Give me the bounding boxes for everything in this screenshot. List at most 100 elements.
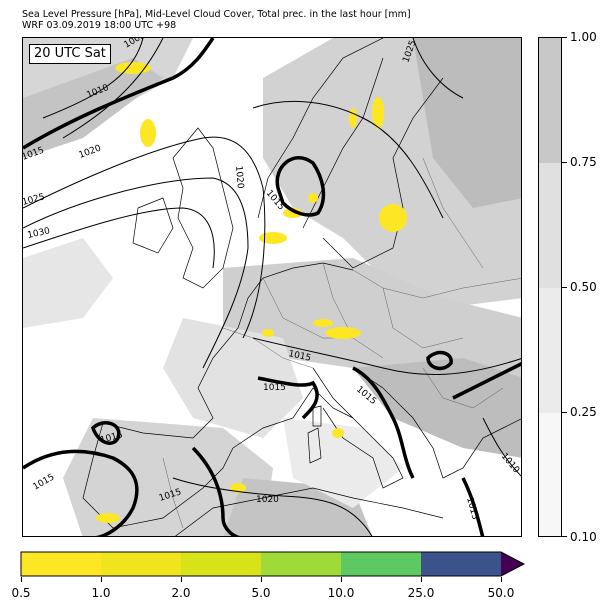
cloud-colorbar-tick	[562, 412, 567, 413]
precip-colorbar-label: 0.5	[11, 586, 31, 600]
precip-colorbar-label: 2.0	[171, 586, 191, 600]
precip-colorbar-segment	[261, 552, 341, 576]
isobar-1015-africa-thick	[23, 449, 139, 536]
coast-corsica	[312, 405, 322, 427]
isobar-1015-balkans-thick	[426, 350, 453, 371]
isobar-1020-atlantic	[23, 136, 266, 339]
coast-italy	[312, 367, 404, 489]
coast-sweden	[302, 57, 384, 229]
precip-atlantic-1	[115, 62, 151, 74]
precip-colorbar-outline	[20, 551, 526, 577]
precip-colorbar-segment	[21, 552, 101, 576]
cloud-colorbar-label: 0.10	[570, 530, 597, 544]
cloud-cover-atlantic-west	[23, 238, 113, 328]
cloud-colorbar-tick	[562, 536, 567, 537]
chart-title-line2: WRF 03.09.2019 18:00 UTC +98	[22, 20, 177, 31]
isobar-label: 1015	[263, 383, 286, 393]
isobars-thick	[23, 38, 521, 536]
cloud-cover-russia	[413, 38, 521, 208]
precip-colorbar-label: 5.0	[251, 586, 271, 600]
precip-spain	[96, 513, 120, 523]
isobar-1015-iberia-thick	[90, 421, 121, 445]
precip-colorbar-segment	[101, 552, 181, 576]
precip-colorbar-tick	[421, 577, 422, 582]
precip-colorbar-tick	[501, 577, 502, 582]
precip-alps-2	[313, 319, 333, 327]
chart-title-line1: Sea Level Pressure [hPa], Mid-Level Clou…	[22, 9, 411, 20]
cloud-colorbar-segment	[539, 413, 561, 536]
weather-map: 1005 1010 1015 1020 1025 1030 1020 1015 …	[22, 37, 522, 537]
isobar-1015-mid	[252, 337, 521, 376]
cloud-cover-balkans	[353, 358, 521, 458]
precip-colorbar-segment	[181, 552, 261, 576]
coast-baltic	[322, 77, 444, 269]
precip-colorbar-tick	[341, 577, 342, 582]
precip-colorbar-segment	[341, 552, 421, 576]
cloud-colorbar-segment	[539, 288, 561, 413]
isobar-label: 1015	[32, 472, 57, 492]
coast-balkans	[352, 367, 521, 479]
isobar-1025-north	[412, 38, 464, 99]
coast-norway	[257, 38, 384, 219]
precip-poland	[349, 108, 357, 128]
isobar-1005	[62, 38, 164, 139]
precip-colorbar-label: 50.0	[487, 586, 515, 600]
isobar-1015-southeast-thick	[461, 477, 485, 536]
cloud-cover-layer	[23, 38, 521, 536]
coast-british-isles	[172, 127, 234, 289]
isobar-1015-atlantic-thick	[23, 38, 215, 150]
cloud-colorbar-label: 0.25	[570, 405, 597, 419]
precip-norway-1	[259, 232, 287, 244]
coast-iberia-south	[82, 447, 234, 529]
precip-colorbar-label: 25.0	[407, 586, 435, 600]
isobar-label: 1025	[23, 192, 46, 208]
isobars-thin	[23, 38, 521, 536]
cloud-colorbar-tick	[562, 37, 567, 38]
isobar-label: 1015	[287, 349, 311, 364]
precip-colorbar-segment	[421, 552, 501, 576]
cloud-colorbar-label: 0.50	[570, 280, 597, 294]
isobar-1020-iberia	[172, 477, 373, 536]
isobar-1010	[42, 38, 144, 119]
cloud-cover-mediterranean	[283, 418, 403, 508]
precip-atlantic-2	[140, 119, 156, 147]
coast-ireland	[132, 197, 174, 254]
cloud-colorbar-segment	[539, 38, 561, 163]
isobar-1030	[23, 207, 215, 269]
isobar-1015-med-thick	[257, 376, 319, 420]
isobar-label: 1020	[233, 165, 245, 189]
precip-sweden	[372, 97, 384, 129]
precip-colorbar	[20, 551, 526, 577]
cloud-colorbar-segment	[539, 163, 561, 288]
precip-colorbar-label: 10.0	[327, 586, 355, 600]
precip-colorbar-extend	[501, 552, 524, 576]
precip-alps-3	[262, 329, 274, 337]
cloud-cover-colorbar	[538, 37, 562, 537]
isobar-1015-south-thick	[191, 446, 242, 536]
cloud-colorbar-tick	[562, 162, 567, 163]
precip-colorbar-tick	[181, 577, 182, 582]
isobar-label: 1020	[78, 143, 103, 160]
isobar-1025	[23, 177, 249, 369]
cloud-colorbar-label: 0.75	[570, 155, 597, 169]
coast-africa	[175, 487, 444, 536]
isobar-1015-central	[252, 101, 444, 219]
cloud-colorbar-label: 1.00	[570, 30, 597, 44]
precip-alps-1	[325, 327, 361, 339]
isobar-label: 1020	[256, 495, 279, 505]
precip-colorbar-tick	[101, 577, 102, 582]
precip-colorbar-tick	[21, 577, 22, 582]
map-canvas: 1005 1010 1015 1020 1025 1030 1020 1015 …	[23, 38, 521, 536]
isobar-1015-italy-thick	[352, 366, 415, 479]
isobar-label: 1030	[27, 226, 52, 241]
isobar-1015-scandinavia-thick	[275, 156, 326, 217]
isobar-label: 1015	[464, 496, 480, 521]
precip-italy	[332, 428, 344, 438]
cloud-colorbar-tick	[562, 287, 567, 288]
cloud-cover-atlantic-band	[23, 58, 163, 158]
isobar-1010-east	[482, 417, 521, 477]
precip-norway-2	[283, 208, 303, 218]
precip-denmark	[308, 193, 318, 203]
precip-colorbar-label: 1.0	[91, 586, 111, 600]
isobar-1015-east-thick	[452, 362, 521, 400]
